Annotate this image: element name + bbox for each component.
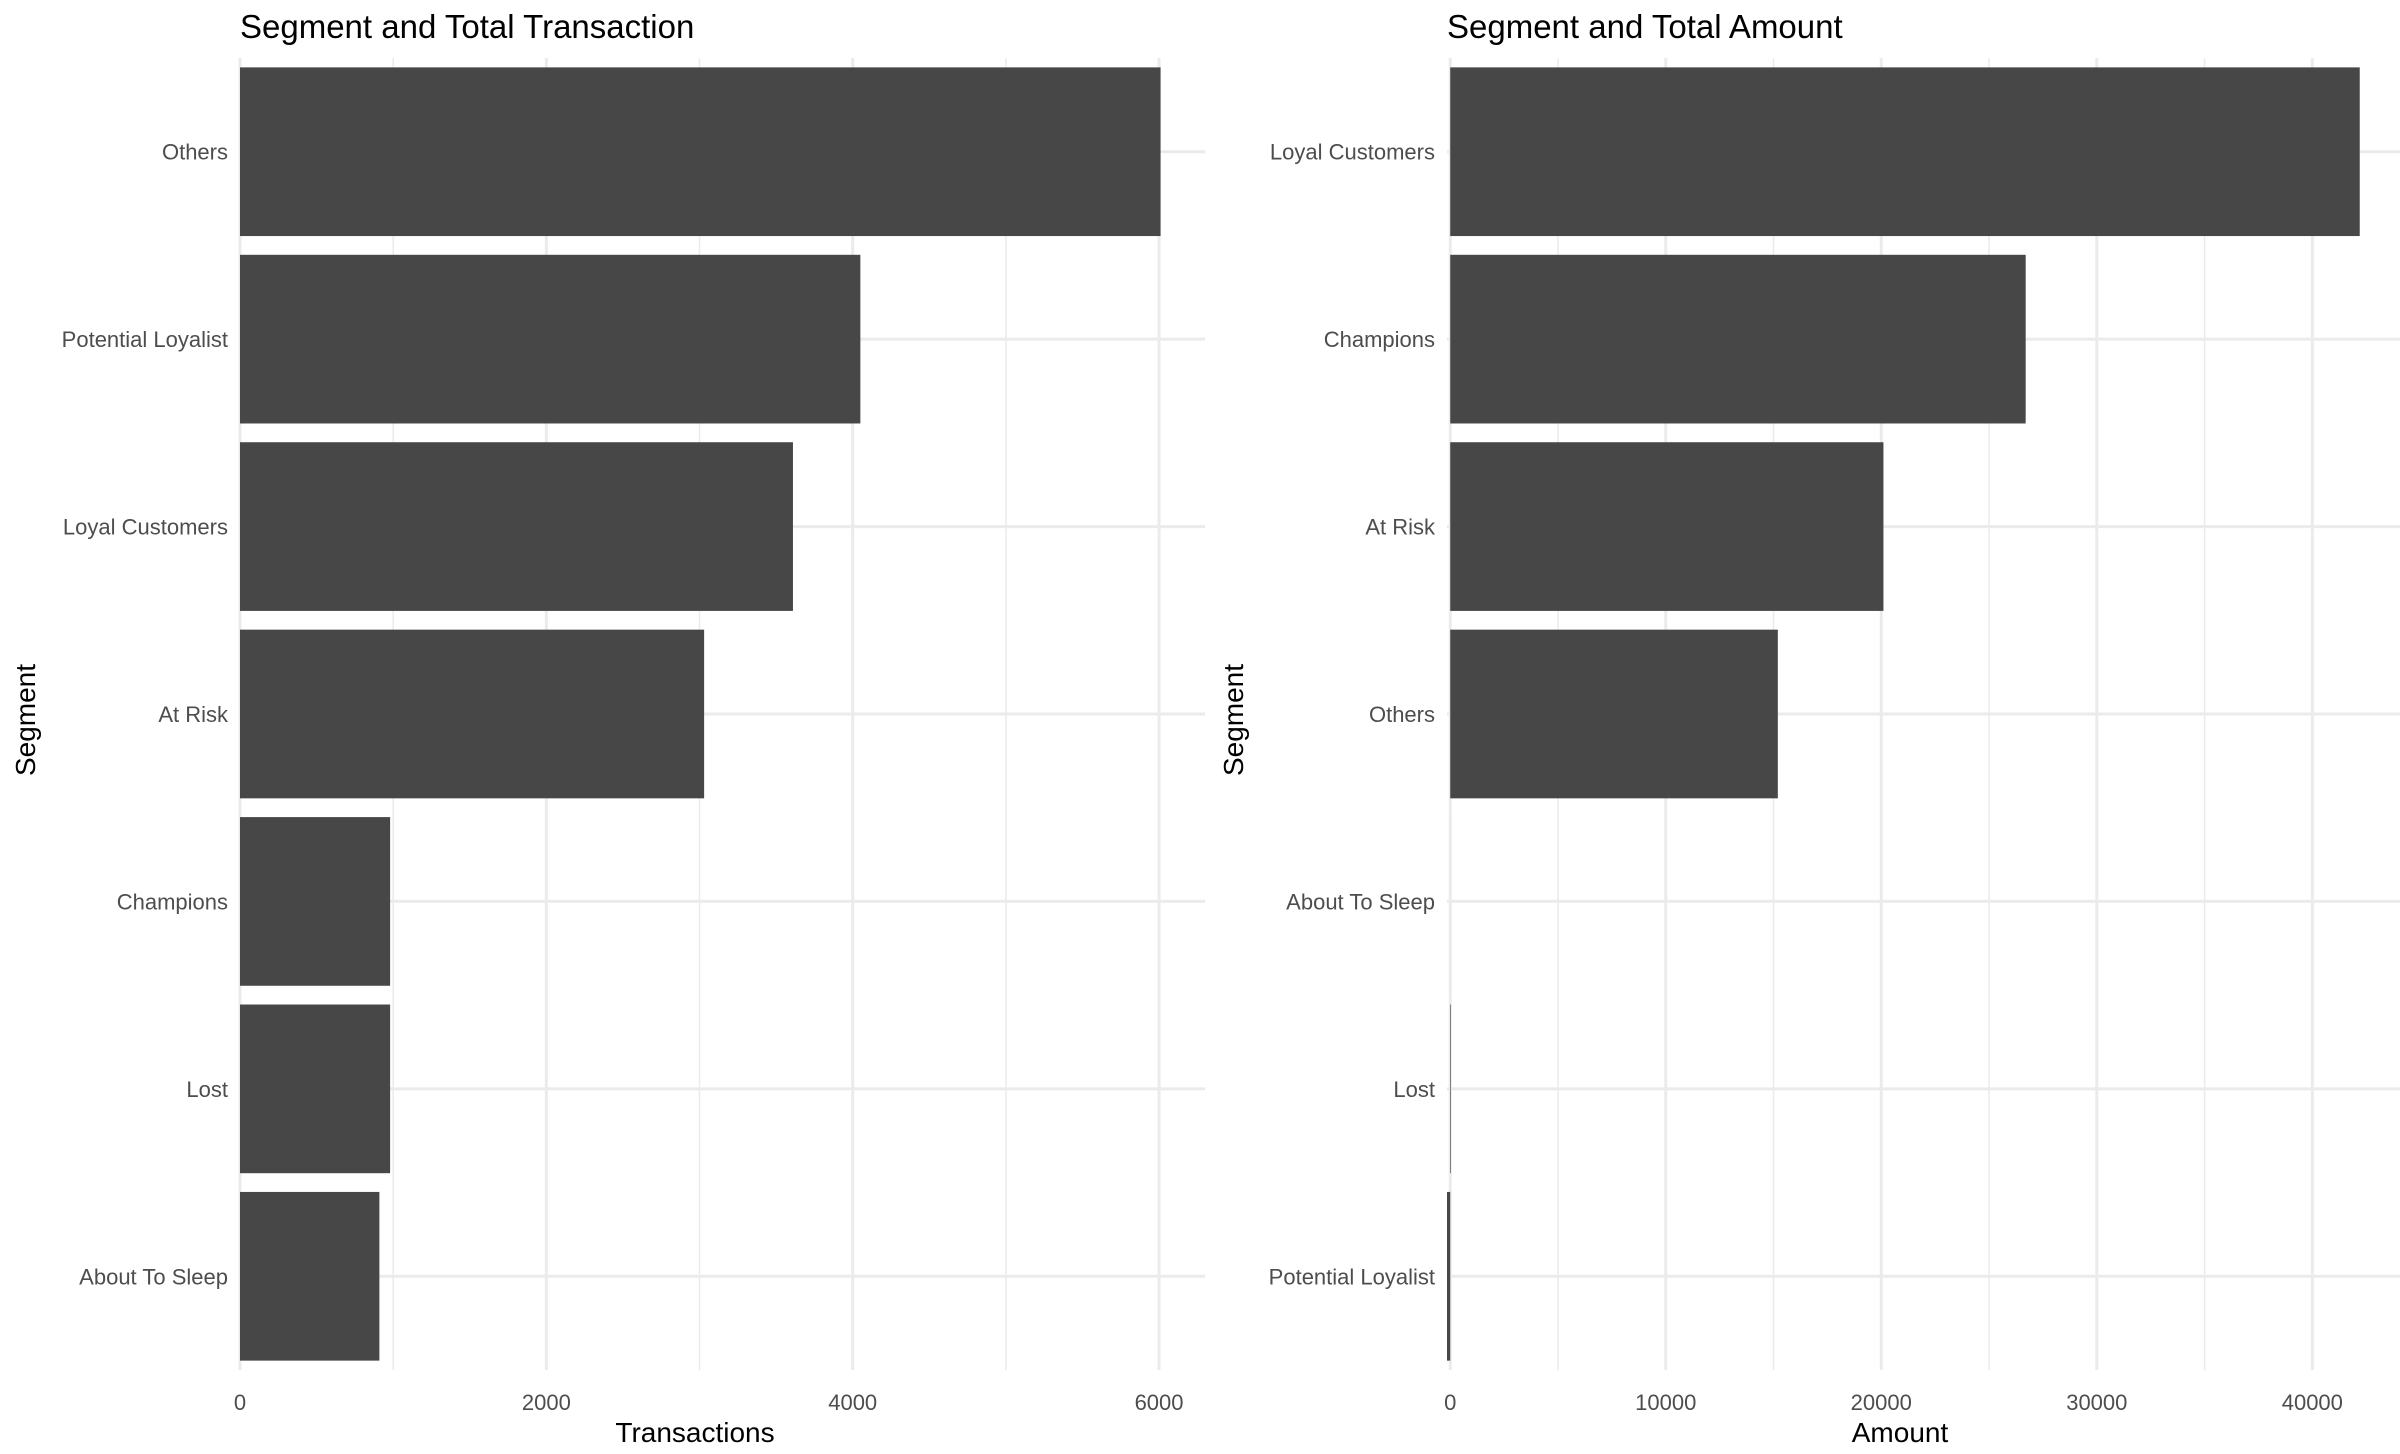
x-tick-label: 10000 — [1635, 1390, 1696, 1415]
y-tick-label: Potential Loyalist — [62, 327, 228, 352]
y-tick-label: At Risk — [1365, 515, 1436, 540]
bar — [240, 629, 705, 799]
y-tick-label: Loyal Customers — [1270, 140, 1435, 165]
bar — [240, 1191, 380, 1361]
y-tick-label: Loyal Customers — [63, 515, 228, 540]
y-tick-label: At Risk — [158, 702, 229, 727]
x-axis-title: Transactions — [615, 1417, 774, 1448]
y-axis-title: Segment — [10, 664, 41, 776]
y-tick-label: Potential Loyalist — [1269, 1264, 1435, 1289]
bar — [1450, 1004, 1451, 1174]
bars — [1447, 67, 2360, 1361]
x-tick-labels: 0 2000 4000 6000 — [234, 1390, 1184, 1415]
y-axis-title: Segment — [1218, 664, 1249, 776]
y-tick-label: Others — [1369, 702, 1435, 727]
y-tick-label: About To Sleep — [1286, 889, 1435, 914]
y-tick-label: Others — [162, 140, 228, 165]
x-tick-label: 0 — [1444, 1390, 1456, 1415]
bar — [1450, 254, 2026, 424]
y-tick-labels: Loyal Customers Champions At Risk Others Abo… — [1269, 140, 1436, 1290]
y-tick-label: Champions — [117, 889, 228, 914]
x-tick-label: 30000 — [2066, 1390, 2127, 1415]
bar — [1450, 442, 1884, 611]
x-tick-label: 20000 — [1851, 1390, 1912, 1415]
bars — [240, 67, 1161, 1361]
y-tick-label: Champions — [1324, 327, 1435, 352]
x-tick-label: 4000 — [828, 1390, 877, 1415]
x-axis-title: Amount — [1852, 1417, 1949, 1448]
chart-title: Segment and Total Transaction — [240, 8, 694, 45]
bar — [240, 67, 1161, 237]
chart-title: Segment and Total Amount — [1447, 8, 1843, 45]
bar — [1450, 629, 1778, 799]
x-tick-label: 0 — [234, 1390, 246, 1415]
y-tick-labels: Others Potential Loyalist Loyal Customers A… — [62, 140, 229, 1290]
y-tick-label: Lost — [186, 1077, 228, 1102]
y-tick-label: About To Sleep — [79, 1264, 228, 1289]
bar — [240, 254, 861, 424]
transactions-chart: Segment and Total Transaction Others Pote… — [10, 8, 1205, 1448]
bar — [240, 442, 793, 611]
amount-chart: Segment and Total Amount Loyal Customers… — [1218, 8, 2400, 1448]
x-tick-label: 2000 — [522, 1390, 571, 1415]
bar — [1447, 1191, 1451, 1361]
bar — [240, 817, 391, 986]
x-tick-label: 6000 — [1135, 1390, 1184, 1415]
y-tick-label: Lost — [1393, 1077, 1435, 1102]
bar — [1450, 67, 2360, 237]
x-tick-label: 40000 — [2282, 1390, 2343, 1415]
bar — [240, 1004, 391, 1174]
x-tick-labels: 0 10000 20000 30000 40000 — [1444, 1390, 2343, 1415]
